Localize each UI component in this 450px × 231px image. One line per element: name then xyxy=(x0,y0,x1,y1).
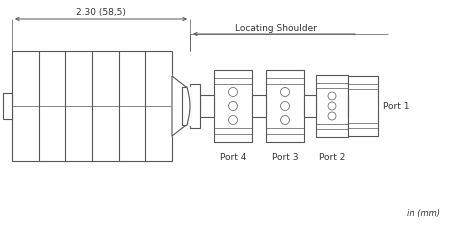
Text: Port 3: Port 3 xyxy=(272,152,298,161)
Text: 2.30 (58,5): 2.30 (58,5) xyxy=(76,8,126,17)
Bar xyxy=(252,96,266,118)
Bar xyxy=(12,52,172,161)
Text: Port 1: Port 1 xyxy=(383,102,410,111)
Text: Locating Shoulder: Locating Shoulder xyxy=(235,24,317,33)
Bar xyxy=(182,88,190,125)
Bar xyxy=(316,76,348,137)
Text: in (mm): in (mm) xyxy=(407,208,440,217)
Text: Port 4: Port 4 xyxy=(220,152,246,161)
Bar xyxy=(3,94,12,119)
Bar xyxy=(214,71,252,142)
Bar xyxy=(348,77,378,137)
Polygon shape xyxy=(172,77,190,137)
Text: Port 2: Port 2 xyxy=(319,152,345,161)
Bar xyxy=(200,96,214,118)
Bar xyxy=(304,96,316,118)
Bar xyxy=(266,71,304,142)
Bar xyxy=(190,85,200,128)
